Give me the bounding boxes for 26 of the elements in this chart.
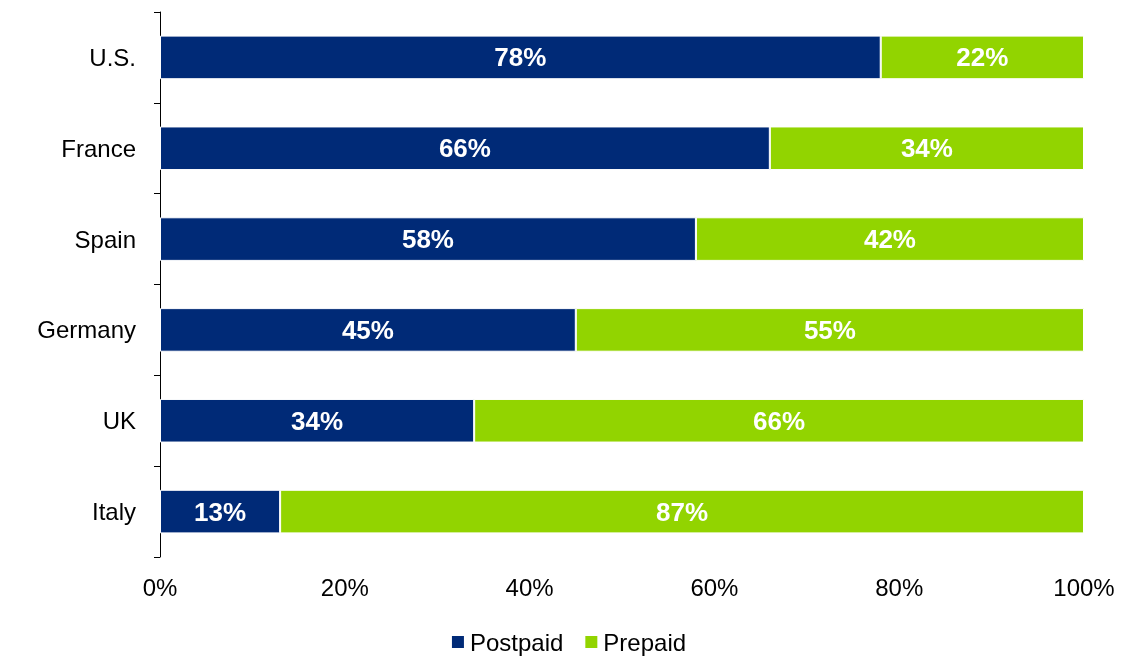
legend-label: Prepaid <box>603 628 687 656</box>
data-label: 58% <box>401 224 454 255</box>
x-tick-label: 80% <box>875 573 924 601</box>
data-label: 34% <box>291 405 344 436</box>
data-label: 66% <box>753 405 806 436</box>
y-tick-label: UK <box>102 407 136 435</box>
data-label: 87% <box>656 496 709 527</box>
x-tick-label: 20% <box>320 573 369 601</box>
x-tick-label: 40% <box>505 573 554 601</box>
data-label: 78% <box>494 42 547 73</box>
x-tick-label: 100% <box>1053 573 1115 601</box>
y-tick-label: U.S. <box>89 43 136 71</box>
data-label: 22% <box>956 42 1009 73</box>
legend-label: Postpaid <box>469 628 564 656</box>
data-label: 55% <box>803 314 856 345</box>
data-label: 42% <box>863 224 916 255</box>
x-tick-label: 0% <box>142 573 178 601</box>
data-label: 13% <box>194 496 247 527</box>
data-label: 45% <box>341 314 394 345</box>
y-tick-label: Italy <box>91 498 136 526</box>
y-tick-label: Spain <box>74 225 136 253</box>
x-tick-label: 60% <box>690 573 739 601</box>
y-tick-label: France <box>61 134 136 162</box>
data-label: 66% <box>438 133 491 164</box>
y-tick-label: Germany <box>37 316 136 344</box>
data-label: 34% <box>900 133 953 164</box>
